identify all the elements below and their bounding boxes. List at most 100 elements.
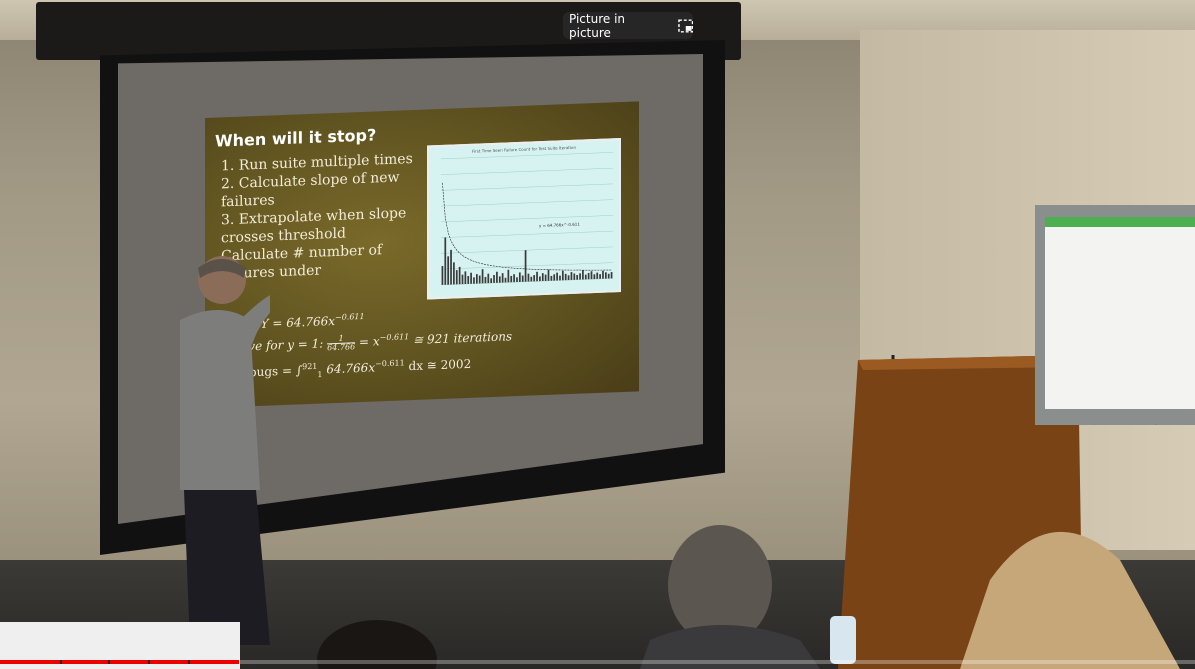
chart-bar <box>607 273 610 279</box>
chart-bar <box>550 275 553 281</box>
chart-gridline <box>441 152 613 160</box>
chart-bar <box>493 274 495 283</box>
chart-bar <box>450 249 452 285</box>
chart-bar <box>490 278 493 284</box>
chart-bar <box>602 270 604 279</box>
audience-blonde-hair <box>960 531 1180 669</box>
water-bottle <box>830 616 856 664</box>
chart-gridline <box>441 215 613 223</box>
chart-bar <box>527 273 530 282</box>
equation-solve: Solve for y = 1: 1 64.766 = x−0.611 ≅ 92… <box>229 328 512 356</box>
equation-solve-result: ≅ 921 iterations <box>413 329 513 348</box>
chart-gridline <box>441 167 613 175</box>
chart-bar <box>587 272 590 280</box>
chart-trendline <box>442 182 612 271</box>
speaker-hair <box>198 259 246 278</box>
chart-bar <box>510 275 513 283</box>
chart-bar <box>475 274 478 284</box>
chart-bar <box>579 273 581 280</box>
chart-bar <box>473 277 475 284</box>
audience-head <box>668 525 772 645</box>
chart-bar <box>610 272 613 279</box>
chapter-marker <box>108 660 110 664</box>
chart-bar <box>604 272 607 279</box>
speaker-figure <box>180 256 270 645</box>
chart-bar <box>484 276 487 284</box>
chart-gridline <box>441 278 613 286</box>
chart-bar <box>561 270 564 281</box>
equation-integral-result: dx ≅ 2002 <box>408 356 472 374</box>
chapter-marker <box>148 660 150 664</box>
audience-foreground <box>0 525 1180 669</box>
equation-solve-fraction: 1 64.766 <box>327 334 356 353</box>
chart-bar <box>447 256 450 285</box>
chart-gridline <box>441 230 613 238</box>
video-progress-bar[interactable] <box>0 660 1195 664</box>
chart-bar <box>470 272 472 284</box>
chart-bar <box>496 271 498 283</box>
chart-gridline <box>441 199 613 207</box>
chart-bar <box>556 272 558 281</box>
chart-bar <box>458 266 461 285</box>
chart-bar <box>518 272 521 282</box>
equation-solve-rhs: = x <box>359 334 380 350</box>
chart-bar <box>559 275 561 281</box>
equation-integral-exponent: −0.611 <box>375 358 405 369</box>
speaker-shirt <box>180 310 260 490</box>
chart-bar <box>539 276 541 282</box>
chart-bar <box>547 269 550 281</box>
chart-bar <box>584 274 587 280</box>
chart-bar <box>593 274 596 280</box>
picture-in-picture-icon <box>677 18 693 33</box>
chart-bar <box>590 271 593 280</box>
chart-bar <box>501 273 504 283</box>
chart-bar <box>464 271 467 285</box>
chart-bar <box>516 277 518 283</box>
chart-bar <box>536 271 538 282</box>
chart-bar <box>573 273 576 280</box>
slide-title: When will it stop? <box>215 125 377 151</box>
podium-top <box>858 355 1078 370</box>
slide-chart: First Time Seen Failure Count for Test S… <box>427 138 621 300</box>
chart-bar <box>461 274 464 285</box>
chart-bar <box>524 250 527 282</box>
fraction-denominator: 64.766 <box>327 342 356 353</box>
speaker-trousers <box>184 490 270 645</box>
chart-gridline <box>441 246 613 254</box>
chart-svg <box>441 152 613 286</box>
chart-bar <box>541 273 544 282</box>
chart-bar <box>467 275 470 284</box>
chart-gridline <box>441 262 613 270</box>
chart-bar <box>441 265 444 285</box>
chart-bar <box>599 274 601 279</box>
chart-bar <box>567 275 570 281</box>
chart-bar <box>498 276 501 283</box>
chart-bar <box>507 269 510 283</box>
chart-bar <box>455 270 458 285</box>
chart-bar <box>513 274 515 283</box>
chart-bar <box>553 274 556 281</box>
pip-label: Picture in picture <box>569 11 626 40</box>
flipchart-header <box>1045 217 1195 227</box>
chart-bar <box>530 276 533 282</box>
chart-bar <box>533 275 536 282</box>
flipchart-easel <box>1035 205 1195 425</box>
equation-solve-exponent: −0.611 <box>379 332 410 343</box>
chart-bar <box>444 237 447 285</box>
chart-bar <box>481 269 484 284</box>
integral-upper-limit: 921 <box>302 361 318 372</box>
picture-in-picture-button[interactable]: Picture in picture <box>563 11 693 40</box>
chart-bar <box>582 269 584 280</box>
equation-integral-body: 64.766x <box>326 360 376 377</box>
integral-lower-limit: 1 <box>317 369 323 380</box>
chapter-marker <box>60 660 62 664</box>
chart-bar <box>478 275 481 284</box>
audience-shoulders <box>640 625 820 669</box>
chart-bar <box>564 273 567 281</box>
chart-bar <box>544 274 547 281</box>
flipchart-paper <box>1045 219 1195 409</box>
chart-bar <box>504 277 507 283</box>
chapter-marker <box>188 660 190 664</box>
chart-gridline <box>441 183 613 191</box>
audience-head <box>317 620 437 669</box>
